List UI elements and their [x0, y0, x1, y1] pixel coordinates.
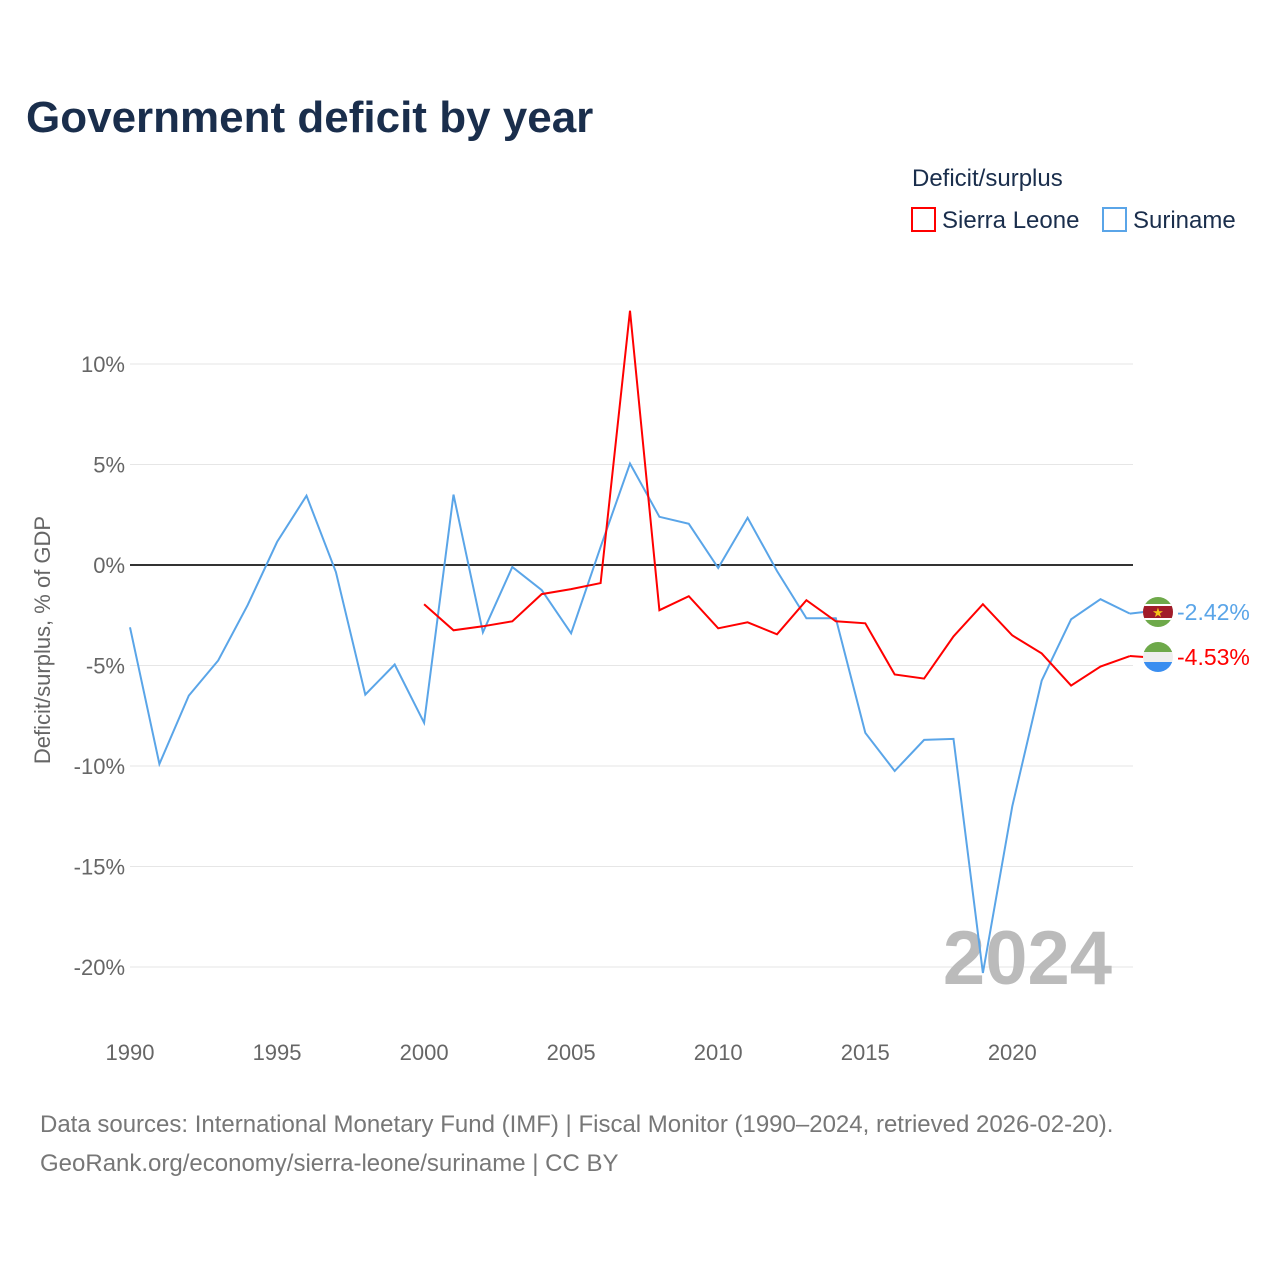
x-tick-label: 1990 — [106, 1040, 155, 1065]
legend-swatch — [1102, 207, 1127, 232]
footer-url: GeoRank.org/economy/sierra-leone/surinam… — [40, 1150, 618, 1177]
y-tick-label: 5% — [93, 453, 125, 478]
footer-sources: Data sources: International Monetary Fun… — [40, 1111, 1113, 1138]
x-tick-label: 2010 — [694, 1040, 743, 1065]
x-tick-label: 2015 — [841, 1040, 890, 1065]
series-line-sierra-leone — [423, 310, 1131, 687]
legend-item-sierra-leone[interactable]: Sierra Leone — [911, 207, 1079, 234]
legend-title: Deficit/surplus — [912, 165, 1063, 192]
legend-item-suriname[interactable]: Suriname — [1102, 207, 1236, 234]
y-axis-label: Deficit/surplus, % of GDP — [30, 516, 55, 764]
end-value-label: -2.42% — [1177, 599, 1250, 625]
x-tick-label: 2000 — [400, 1040, 449, 1065]
y-tick-label: -15% — [74, 855, 125, 880]
svg-text:★: ★ — [1152, 605, 1164, 620]
end-connector — [1129, 655, 1145, 658]
legend-label: Suriname — [1133, 207, 1236, 234]
x-tick-label: 1995 — [253, 1040, 302, 1065]
legend-label: Sierra Leone — [942, 207, 1079, 234]
x-tick-label: 2020 — [988, 1040, 1037, 1065]
suriname-flag-icon: ★ — [1143, 597, 1173, 627]
sierra-leone-flag-icon — [1143, 642, 1173, 672]
end-connector — [1129, 611, 1145, 615]
y-tick-label: 10% — [81, 352, 125, 377]
y-tick-label: -20% — [74, 955, 125, 980]
chart-title: Government deficit by year — [26, 93, 593, 142]
legend-swatch — [911, 207, 936, 232]
year-watermark: 2024 — [943, 916, 1112, 1001]
y-tick-label: 0% — [93, 553, 125, 578]
end-value-label: -4.53% — [1177, 644, 1250, 670]
series-line-suriname — [129, 461, 1131, 974]
x-tick-label: 2005 — [547, 1040, 596, 1065]
y-tick-label: -5% — [86, 654, 125, 679]
y-tick-label: -10% — [74, 754, 125, 779]
